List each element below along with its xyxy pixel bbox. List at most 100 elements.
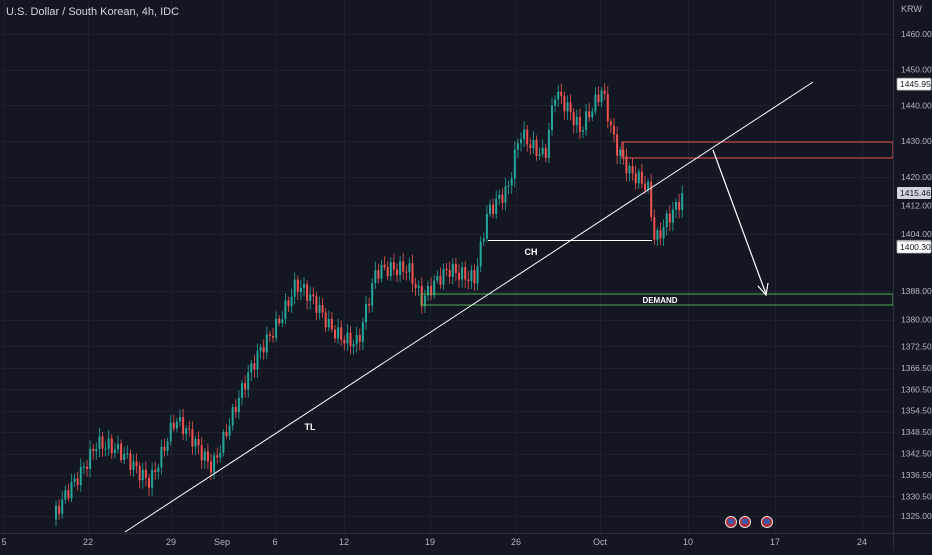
- supply-zone[interactable]: [621, 141, 894, 159]
- candle-body: [312, 294, 315, 297]
- candle-body: [454, 263, 457, 273]
- projection-arrow[interactable]: [712, 149, 767, 295]
- candle-body: [234, 406, 237, 413]
- candle-body: [154, 469, 157, 472]
- candle-body: [95, 448, 98, 452]
- candle-body: [172, 422, 175, 429]
- price-label-text: 1400.30: [900, 242, 931, 252]
- candle-body: [253, 363, 256, 370]
- candle-body: [110, 438, 113, 454]
- candle-body: [368, 304, 371, 306]
- candle-body: [374, 270, 377, 284]
- candle-body: [507, 185, 510, 187]
- time-tick-label: 22: [83, 537, 93, 547]
- candle-body: [541, 147, 544, 155]
- candle-body: [185, 428, 188, 435]
- candle-body: [613, 125, 615, 135]
- candle-body: [346, 332, 349, 344]
- candle-body: [86, 466, 88, 469]
- time-tick-label: 12: [339, 537, 349, 547]
- candle-body: [405, 271, 408, 273]
- candle-body: [547, 129, 550, 159]
- candle-body: [82, 466, 85, 468]
- candle-body: [129, 453, 132, 470]
- candle-body: [206, 451, 209, 462]
- candle-body: [343, 339, 346, 344]
- candle-body: [113, 449, 116, 454]
- candle-body: [411, 263, 414, 284]
- candle-body: [58, 505, 61, 514]
- candle-body: [659, 230, 662, 239]
- candle-body: [70, 482, 73, 499]
- time-tick-label: 24: [857, 537, 867, 547]
- candle-body: [470, 270, 473, 282]
- candle-body: [436, 276, 439, 281]
- candle-body: [365, 304, 367, 323]
- candle-body: [386, 267, 389, 277]
- candle-body: [303, 284, 305, 288]
- candle-body: [138, 466, 141, 481]
- flag-icon[interactable]: [739, 516, 751, 528]
- currency-label: KRW: [901, 4, 922, 14]
- candle-body: [141, 469, 144, 481]
- price-tick-label: 1360.50: [901, 384, 932, 394]
- candle-body: [600, 90, 603, 102]
- candle-body: [191, 429, 194, 447]
- candle-body: [510, 178, 513, 186]
- candle-body: [557, 91, 560, 100]
- candle-body: [290, 296, 293, 307]
- candle-body: [371, 283, 374, 306]
- trendline[interactable]: [124, 81, 814, 533]
- candle-body: [628, 165, 631, 174]
- flag-icon[interactable]: [761, 516, 773, 528]
- candle-body: [334, 329, 336, 339]
- candle-body: [355, 335, 358, 345]
- flag-icon[interactable]: [725, 516, 737, 528]
- candle-body: [656, 230, 659, 240]
- candle-body: [523, 129, 526, 140]
- candle-body: [377, 270, 380, 279]
- price-tick-label: 1420.00: [901, 172, 932, 182]
- candle-body: [585, 111, 588, 131]
- candle-body: [132, 461, 135, 470]
- price-tick-label: 1430.00: [901, 136, 932, 146]
- candle-body: [117, 443, 119, 450]
- trendline-label: TL: [305, 422, 316, 432]
- candle-body: [299, 287, 302, 292]
- price-tick-label: 1380.00: [901, 315, 932, 325]
- candle-body: [281, 319, 284, 324]
- candle-body: [675, 201, 677, 210]
- candle-body: [383, 264, 386, 268]
- price-label-badge: 1415.46: [897, 187, 931, 200]
- candle-body: [67, 490, 70, 499]
- candle-body: [340, 327, 343, 340]
- time-tick-label: 5: [1, 537, 6, 547]
- candle-body: [563, 95, 566, 112]
- arrow-head-icon: [757, 282, 769, 297]
- candle-body: [442, 268, 445, 285]
- grid: [0, 0, 893, 533]
- candle-body: [625, 156, 628, 174]
- candle-body: [479, 241, 482, 267]
- candle-body: [349, 332, 352, 347]
- candle-body: [256, 351, 259, 370]
- candle-body: [321, 304, 324, 313]
- candle-body: [175, 421, 178, 429]
- candle-body: [179, 417, 181, 422]
- candle-body: [399, 261, 402, 276]
- candle-body: [529, 144, 532, 149]
- demand-label: DEMAND: [642, 296, 677, 305]
- candle-body: [389, 262, 392, 277]
- candle-body: [485, 213, 488, 239]
- time-tick-label: 6: [272, 537, 277, 547]
- candle-body: [414, 283, 417, 288]
- candle-body: [101, 436, 104, 449]
- candle-body: [148, 477, 150, 488]
- candle-body: [402, 261, 405, 272]
- candle-body: [622, 149, 625, 157]
- candle-body: [197, 439, 200, 446]
- candle-body: [324, 312, 327, 328]
